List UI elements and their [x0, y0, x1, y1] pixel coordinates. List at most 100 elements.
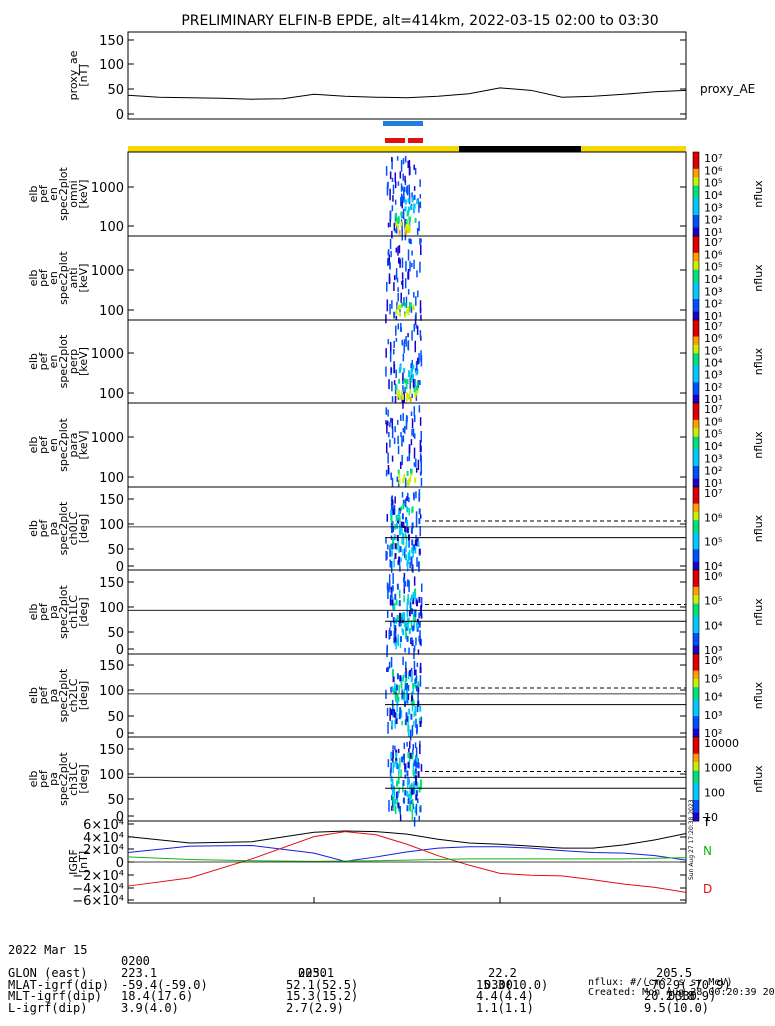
spectrogram-cell: [394, 805, 397, 815]
spectrogram-cell: [390, 630, 392, 637]
spectrogram-cell: [403, 585, 405, 594]
colorbar-segment: [693, 783, 699, 788]
igrf-series-T: [127, 830, 687, 849]
y-tick-label: 100: [99, 304, 124, 319]
spectrogram-cell: [414, 589, 417, 596]
spectrogram-cell: [396, 225, 399, 231]
spectrogram-cell: [407, 370, 410, 376]
spectrogram-cell: [398, 311, 401, 317]
spectrogram-cell: [413, 406, 416, 417]
spectrogram-cell: [418, 508, 421, 515]
footer-row-value: 52.1(52.5): [286, 977, 359, 992]
igrf-label: N: [703, 844, 712, 858]
spectrogram-cell: [393, 311, 395, 319]
y-axis-label: proxy_ae: [67, 50, 80, 100]
spectrogram-cell: [398, 473, 401, 479]
spectrogram-cell: [415, 779, 418, 786]
spectrogram-cell: [413, 387, 416, 393]
spectrogram-cell: [419, 440, 422, 452]
spectrogram-cell: [415, 534, 417, 543]
spectrogram-cell: [399, 642, 402, 648]
colorbar-segment: [693, 415, 699, 421]
spectrogram-cell: [410, 363, 412, 369]
colorbar-segment: [693, 461, 699, 467]
spectrogram-cell: [411, 788, 414, 795]
spectrogram-cell: [396, 543, 398, 551]
spectrogram-cell: [406, 526, 409, 533]
spectrogram-cell: [401, 279, 404, 290]
spectrogram-cell: [398, 561, 401, 567]
spectrogram-cell: [418, 548, 421, 555]
y-axis-label: para: [67, 433, 80, 458]
y-tick-label: 0: [116, 560, 124, 575]
spectrogram-cell: [396, 705, 398, 713]
spectrogram-cell: [389, 188, 391, 201]
spectrogram-cell: [408, 497, 410, 503]
spectrogram-cell: [401, 436, 403, 447]
spectrogram-cell: [407, 394, 410, 400]
spectrogram-cell: [407, 249, 410, 261]
spectrogram-cell: [394, 181, 397, 189]
colorbar-segment: [693, 168, 699, 174]
colorbar-tick-label: 10⁴: [704, 273, 723, 286]
colorbar-tick-label: 10⁵: [704, 595, 722, 608]
colorbar-segment: [693, 728, 699, 734]
spectrogram-cell: [406, 694, 409, 701]
colorbar-tick-label: 10⁶: [704, 248, 723, 261]
spectrogram-cell: [389, 351, 392, 362]
igrf-series-Z: [127, 856, 687, 862]
spectrogram-cell: [385, 442, 388, 454]
eclipse-bar-black: [459, 146, 581, 152]
spectrogram-cell: [396, 393, 399, 399]
spectrogram-cell: [410, 411, 413, 416]
spectrogram-cell: [415, 324, 418, 329]
spectrogram-cell: [411, 725, 414, 736]
spectrogram-cell: [408, 184, 410, 195]
colorbar-tick-label: 10⁵: [704, 428, 722, 441]
spectrogram-cell: [411, 192, 413, 199]
spectrogram-cell: [395, 309, 398, 315]
spectrogram-cell: [411, 539, 414, 546]
spectrogram-cell: [394, 543, 397, 550]
colorbar-segment: [693, 720, 699, 726]
spectrogram-cell: [404, 684, 407, 691]
spectrogram-cell: [401, 196, 404, 202]
y-axis-label: en: [47, 271, 60, 285]
spectrogram-cell: [393, 630, 396, 637]
spectrogram-cell: [402, 629, 405, 636]
colorbar-segment: [693, 378, 699, 383]
colorbar-segment: [693, 252, 699, 258]
footer-row: MLAT-igrf(dip) -59.4(-59.0) 52.1(52.5) 15.3…: [8, 977, 775, 992]
spectrogram-cell: [403, 188, 405, 200]
spectrogram-cell: [398, 771, 400, 777]
spectrogram-cell: [404, 206, 407, 212]
footer-row-value: 9.5(10.0): [644, 1000, 710, 1015]
spectrogram-cell: [399, 757, 401, 768]
spectrogram-cell: [391, 612, 393, 618]
y-axis-label: [keV]: [77, 347, 90, 376]
spectrogram-cell: [402, 186, 404, 191]
spectrogram-cell: [414, 217, 417, 223]
spectrogram-cell: [400, 432, 402, 438]
colorbar-segment: [693, 470, 699, 475]
spectrogram-cell: [395, 638, 398, 645]
spectrogram-cell: [404, 186, 406, 192]
spectrogram-cell: [394, 686, 397, 693]
spectrogram-cell: [410, 370, 413, 376]
spectrogram-cell: [397, 802, 400, 809]
y-axis-label: spec2plot: [57, 167, 70, 221]
spectrogram-cell: [390, 368, 393, 373]
spectrogram-cell: [420, 514, 422, 519]
spectrogram-cell: [411, 809, 414, 821]
y-tick-label: 150: [99, 743, 124, 758]
y-tick-label: 100: [99, 387, 124, 402]
footer-row-value: 15.3(10.0): [476, 977, 549, 992]
spectrogram-cell: [406, 456, 409, 462]
colorbar-tick-label: 10⁷: [704, 487, 722, 500]
colorbar-segment: [693, 695, 699, 701]
spectrogram-cell: [392, 711, 395, 718]
y-tick-label: −6×10⁴: [72, 894, 124, 909]
spectrogram-cell: [404, 155, 407, 163]
spectrogram-cell: [393, 637, 396, 644]
